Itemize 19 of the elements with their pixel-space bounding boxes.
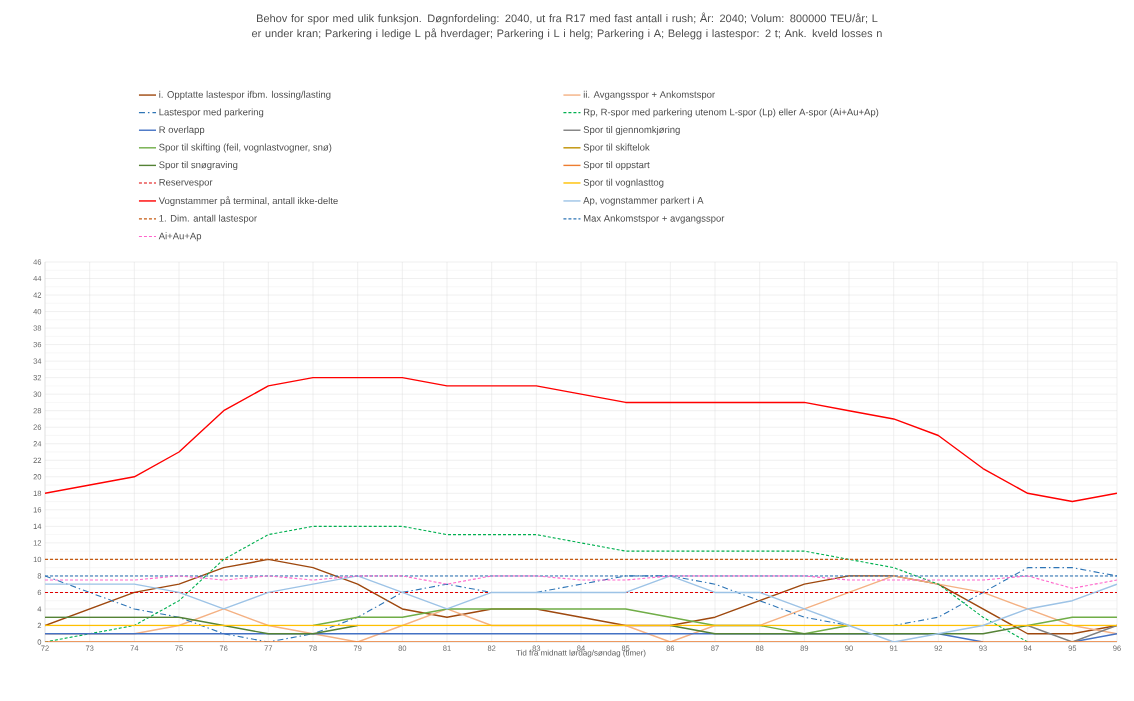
legend-label: i. Opptatte lastespor ifbm. lossing/lasting bbox=[159, 90, 331, 100]
legend-label: Spor til vognlasttog bbox=[583, 178, 664, 188]
chart-title: Behov for spor med ulik funksjon. Døgnfordeling: 2040, ut fra R17 med fast antall i rush; År: 2040; Volum: 800000 TEU/år; L er under kran; Parkering i ledige L på hverdager; Parkering i L i helg; Parkering i A; Belegg i lastespor: 2 t; Ank. kveld losses n bbox=[251, 12, 882, 40]
legend-label: Ai+Au+Ap bbox=[158, 232, 202, 242]
legend-label: Spor til oppstart bbox=[583, 161, 650, 171]
x-axis-title: Tid fra midnatt lørdag/søndag (timer) bbox=[516, 649, 646, 658]
legend-label: Spor til gjennomkjøring bbox=[583, 126, 680, 135]
legend-label: Vognstammer på terminal, antall ikke-delte bbox=[158, 196, 338, 207]
legend-label: R overlapp bbox=[159, 126, 205, 135]
legend-label: 1. Dim. antall lastespor bbox=[159, 214, 257, 224]
legend-label: Spor til skiftelok bbox=[583, 143, 650, 153]
legend-label: Rp, R-spor med parkering utenom L-spor (Lp) eller A-spor (Ai+Au+Ap) bbox=[583, 108, 879, 118]
legend-label: Spor til skifting (feil, vognlastvogner, snø) bbox=[159, 143, 332, 153]
legend-label: Lastespor med parkering bbox=[159, 108, 264, 118]
legend-label: Max Ankomstspor + avgangsspor bbox=[583, 214, 725, 224]
legend-label: ii. Avgangsspor + Ankomstspor bbox=[583, 90, 715, 100]
legend-label: Spor til snøgraving bbox=[159, 161, 238, 171]
legend-label: Ap, vognstammer parkert i A bbox=[583, 196, 704, 206]
legend-label: Reservespor bbox=[159, 178, 213, 188]
